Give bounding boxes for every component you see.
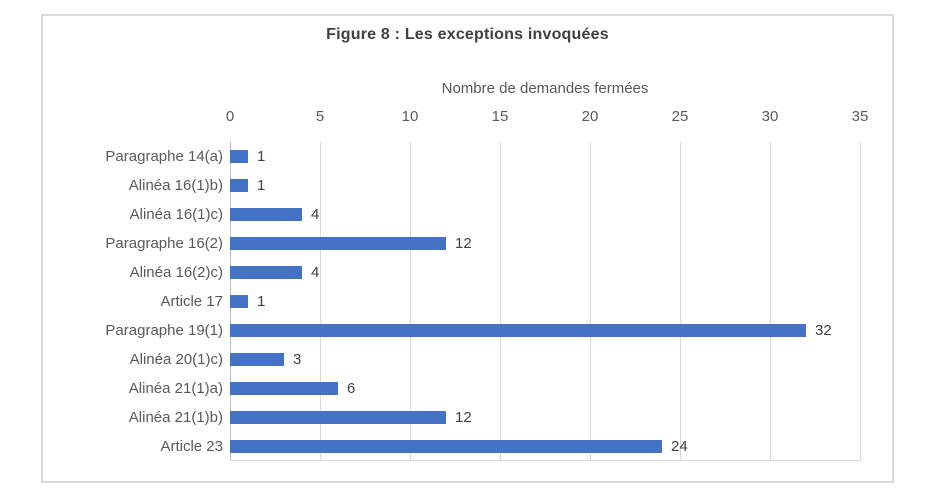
bar-value-label: 1 bbox=[257, 148, 266, 165]
bar bbox=[230, 150, 248, 163]
category-label: Paragraphe 16(2) bbox=[105, 235, 223, 252]
bar-value-label: 12 bbox=[455, 409, 472, 426]
bar-value-label: 12 bbox=[455, 235, 472, 252]
bar bbox=[230, 237, 446, 250]
x-tick-label: 30 bbox=[761, 108, 779, 125]
bar-value-label: 32 bbox=[815, 322, 832, 339]
category-label: Article 17 bbox=[160, 293, 223, 310]
category-label: Alinéa 16(2)c) bbox=[129, 264, 223, 281]
bar bbox=[230, 353, 284, 366]
x-tick-label: 35 bbox=[851, 108, 869, 125]
chart-row: 6 bbox=[230, 374, 860, 403]
category-label: Article 23 bbox=[160, 438, 223, 455]
gridline bbox=[680, 142, 681, 461]
category-label: Alinéa 21(1)b) bbox=[128, 409, 223, 426]
x-tick-label: 15 bbox=[491, 108, 509, 125]
bar-value-label: 6 bbox=[347, 380, 356, 397]
chart-row: 24 bbox=[230, 432, 860, 461]
chart-row: 1 bbox=[230, 142, 860, 171]
bar-value-label: 4 bbox=[311, 264, 320, 281]
plot-area: 1 1 4 12 4 1 32 3 6 12 24 bbox=[230, 142, 861, 461]
bar-value-label: 24 bbox=[671, 438, 688, 455]
bar bbox=[230, 440, 662, 453]
x-tick-label: 25 bbox=[671, 108, 689, 125]
chart-row: 1 bbox=[230, 171, 860, 200]
bar bbox=[230, 266, 302, 279]
x-axis-title: Nombre de demandes fermées bbox=[441, 80, 649, 97]
bar bbox=[230, 382, 338, 395]
bar-value-label: 3 bbox=[293, 351, 302, 368]
bar-value-label: 4 bbox=[311, 206, 320, 223]
category-label: Paragraphe 14(a) bbox=[105, 148, 223, 165]
category-label: Paragraphe 19(1) bbox=[105, 322, 223, 339]
category-label: Alinéa 16(1)c) bbox=[129, 206, 223, 223]
chart-row: 32 bbox=[230, 316, 860, 345]
chart-row: 3 bbox=[230, 345, 860, 374]
chart-row: 4 bbox=[230, 258, 860, 287]
x-tick-label: 10 bbox=[401, 108, 419, 125]
chart-row: 1 bbox=[230, 287, 860, 316]
x-tick-label: 0 bbox=[225, 108, 235, 125]
gridline bbox=[410, 142, 411, 461]
chart-row: 12 bbox=[230, 229, 860, 258]
chart-title: Figure 8 : Les exceptions invoquées bbox=[326, 26, 609, 43]
gridline bbox=[320, 142, 321, 461]
gridline bbox=[590, 142, 591, 461]
category-axis-line bbox=[230, 460, 860, 461]
bar bbox=[230, 324, 806, 337]
category-label: Alinéa 20(1)c) bbox=[129, 351, 223, 368]
category-axis: Paragraphe 14(a) Alinéa 16(1)b) Alinéa 16(… bbox=[43, 142, 223, 461]
chart-container: Figure 8 : Les exceptions invoquées Nomb… bbox=[41, 14, 894, 483]
gridline bbox=[770, 142, 771, 461]
bar bbox=[230, 208, 302, 221]
chart-row: 12 bbox=[230, 403, 860, 432]
bar bbox=[230, 411, 446, 424]
x-axis-ticks: 0 5 10 15 20 25 30 35 bbox=[43, 108, 892, 130]
x-tick-label: 5 bbox=[315, 108, 325, 125]
bar bbox=[230, 295, 248, 308]
gridline bbox=[860, 142, 861, 461]
gridline bbox=[500, 142, 501, 461]
category-label: Alinéa 21(1)a) bbox=[128, 380, 223, 397]
bar bbox=[230, 179, 248, 192]
chart-row: 4 bbox=[230, 200, 860, 229]
category-label: Alinéa 16(1)b) bbox=[128, 177, 223, 194]
x-tick-label: 20 bbox=[581, 108, 599, 125]
bar-value-label: 1 bbox=[257, 177, 266, 194]
bar-value-label: 1 bbox=[257, 293, 266, 310]
